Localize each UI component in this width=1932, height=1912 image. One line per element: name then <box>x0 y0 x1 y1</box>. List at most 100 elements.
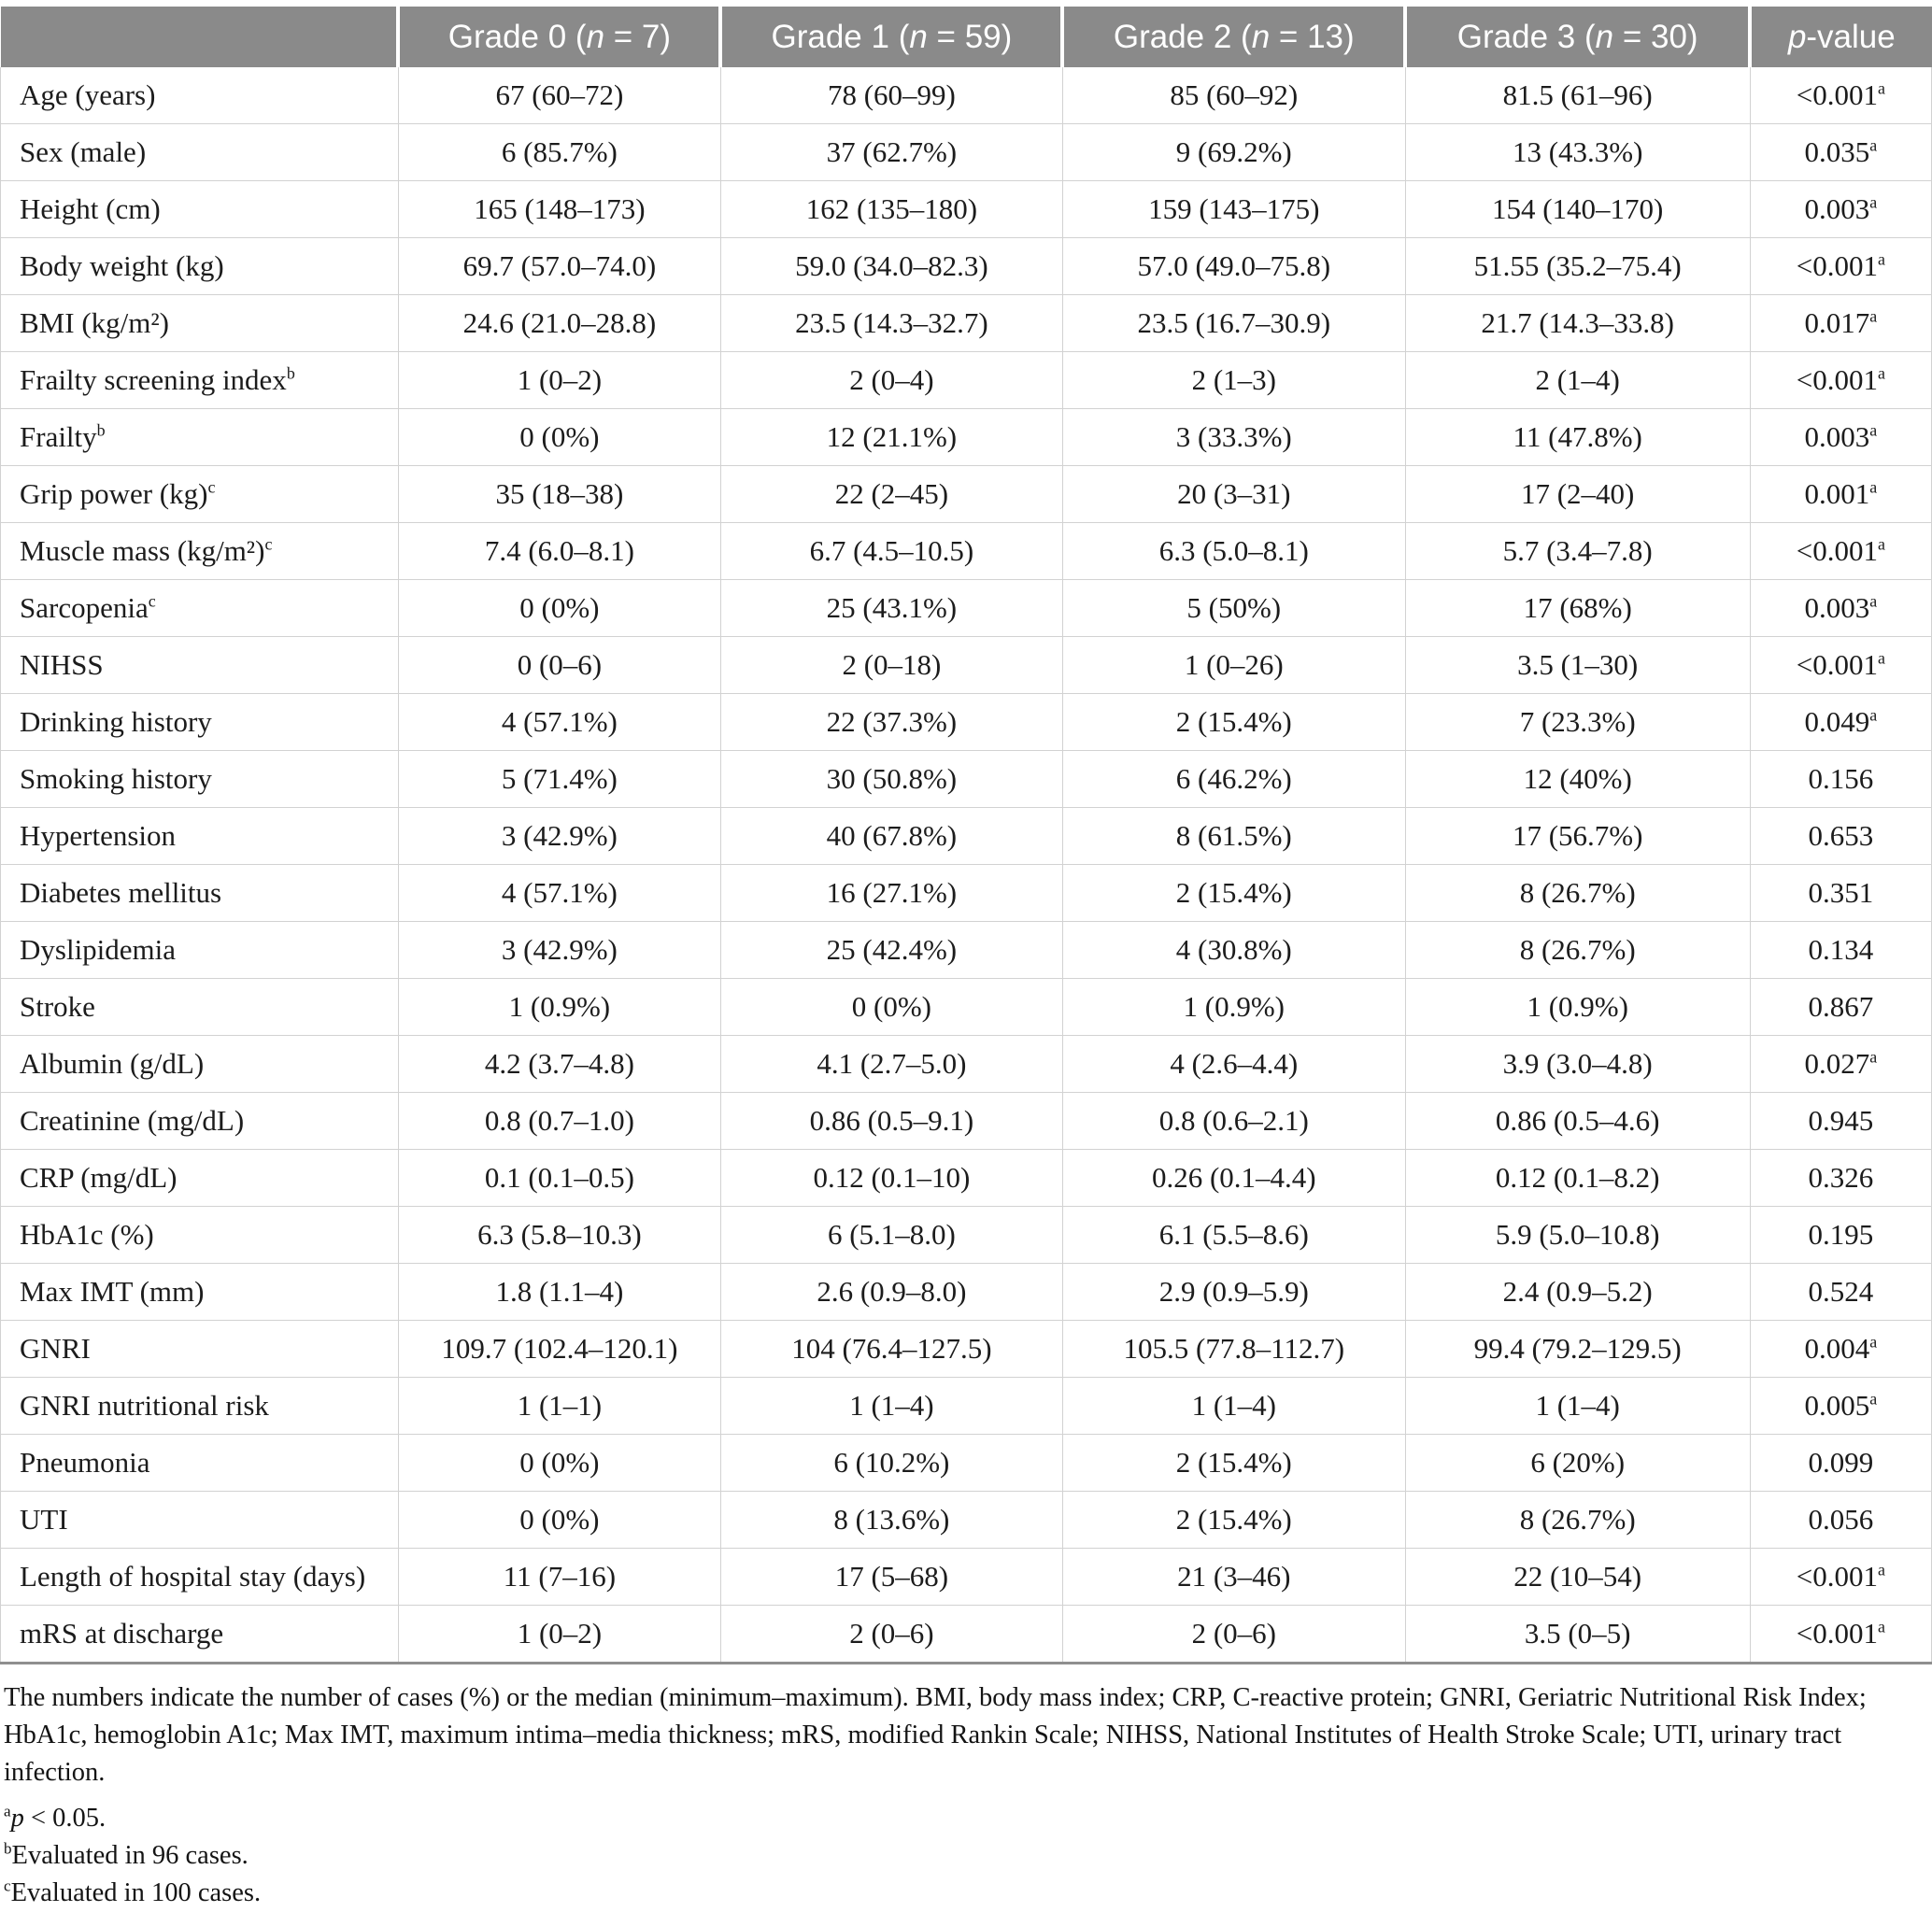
cell-pvalue: 0.351 <box>1749 864 1932 922</box>
cell-grade1: 25 (43.1%) <box>719 579 1063 637</box>
cell-grade2: 6.1 (5.5–8.6) <box>1061 1206 1406 1264</box>
table-footnotes: The numbers indicate the number of cases… <box>0 1679 1932 1912</box>
table-row: Hypertension 3 (42.9%) 40 (67.8%) 8 (61.5%)… <box>0 807 1932 865</box>
table-row: Albumin (g/dL) 4.2 (3.7–4.8) 4.1 (2.7–5.0)… <box>0 1035 1932 1093</box>
header-text: Grade 3 ( <box>1456 18 1596 55</box>
cell-grade2: 2 (1–3) <box>1061 351 1406 409</box>
cell-pvalue: 0.195 <box>1749 1206 1932 1264</box>
row-label: Length of hospital stay (days) <box>0 1548 399 1606</box>
cell-pvalue: <0.001a <box>1749 1605 1932 1664</box>
cell-grade0: 24.6 (21.0–28.8) <box>397 294 721 352</box>
header-text: = 13) <box>1270 18 1355 55</box>
cell-grade1: 8 (13.6%) <box>719 1491 1063 1549</box>
row-label: GNRI nutritional risk <box>0 1377 399 1435</box>
pvalue-significance-marker: a <box>1869 420 1878 440</box>
row-label: Frailtyb <box>0 408 399 466</box>
cell-grade3: 5.7 (3.4–7.8) <box>1404 522 1751 580</box>
pvalue-significance-marker: a <box>1877 363 1885 383</box>
cell-grade2: 105.5 (77.8–112.7) <box>1061 1320 1406 1378</box>
cell-grade1: 78 (60–99) <box>719 67 1063 124</box>
cell-grade0: 4.2 (3.7–4.8) <box>397 1035 721 1093</box>
cell-grade3: 13 (43.3%) <box>1404 123 1751 181</box>
footnote-c-text: Evaluated in 100 cases. <box>10 1878 262 1907</box>
footnote-b-text: Evaluated in 96 cases. <box>11 1841 249 1870</box>
row-label: Smoking history <box>0 750 399 808</box>
cell-grade0: 3 (42.9%) <box>397 807 721 865</box>
cell-grade0: 4 (57.1%) <box>397 693 721 751</box>
pvalue-significance-marker: a <box>1877 78 1885 98</box>
cell-grade3: 8 (26.7%) <box>1404 921 1751 979</box>
cell-grade3: 7 (23.3%) <box>1404 693 1751 751</box>
cell-grade1: 104 (76.4–127.5) <box>719 1320 1063 1378</box>
row-label: Drinking history <box>0 693 399 751</box>
row-label: Diabetes mellitus <box>0 864 399 922</box>
footnote-abbreviations: The numbers indicate the number of cases… <box>4 1679 1928 1792</box>
row-label: Body weight (kg) <box>0 237 399 295</box>
table-row: NIHSS 0 (0–6) 2 (0–18) 1 (0–26) 3.5 (1–30) <0… <box>0 636 1932 694</box>
row-label: Grip power (kg)c <box>0 465 399 523</box>
cell-grade2: 23.5 (16.7–30.9) <box>1061 294 1406 352</box>
cell-grade1: 40 (67.8%) <box>719 807 1063 865</box>
cell-grade2: 3 (33.3%) <box>1061 408 1406 466</box>
cell-grade0: 0.1 (0.1–0.5) <box>397 1149 721 1207</box>
table-row: GNRI nutritional risk 1 (1–1) 1 (1–4) 1 (1–… <box>0 1377 1932 1435</box>
footnote-a-text: < 0.05. <box>23 1804 107 1833</box>
cell-grade3: 0.12 (0.1–8.2) <box>1404 1149 1751 1207</box>
cell-grade2: 1 (0.9%) <box>1061 978 1406 1036</box>
cell-grade2: 1 (0–26) <box>1061 636 1406 694</box>
cell-grade1: 12 (21.1%) <box>719 408 1063 466</box>
cell-grade2: 20 (3–31) <box>1061 465 1406 523</box>
table-row: HbA1c (%) 6.3 (5.8–10.3) 6 (5.1–8.0) 6.1 (5… <box>0 1206 1932 1264</box>
cell-grade0: 1 (0–2) <box>397 351 721 409</box>
cell-grade2: 21 (3–46) <box>1061 1548 1406 1606</box>
footnote-abbreviations-text: The numbers indicate the number of cases… <box>4 1683 1867 1787</box>
cell-pvalue: 0.049a <box>1749 693 1932 751</box>
cell-grade1: 59.0 (34.0–82.3) <box>719 237 1063 295</box>
table-row: CRP (mg/dL) 0.1 (0.1–0.5) 0.12 (0.1–10) 0.2… <box>0 1149 1932 1207</box>
cell-grade2: 4 (2.6–4.4) <box>1061 1035 1406 1093</box>
pvalue-significance-marker: a <box>1869 135 1878 155</box>
table-row: Body weight (kg) 69.7 (57.0–74.0) 59.0 (34… <box>0 237 1932 295</box>
table-row: UTI 0 (0%) 8 (13.6%) 2 (15.4%) 8 (26.7%) 0.05… <box>0 1491 1932 1549</box>
table-row: Smoking history 5 (71.4%) 30 (50.8%) 6 (46.… <box>0 750 1932 808</box>
header-text: Grade 1 ( <box>771 18 910 55</box>
header-cell-empty <box>0 7 401 67</box>
row-label: GNRI <box>0 1320 399 1378</box>
table-row: Grip power (kg)c 35 (18–38) 22 (2–45) 20 (3… <box>0 465 1932 523</box>
cell-grade0: 7.4 (6.0–8.1) <box>397 522 721 580</box>
cell-grade0: 0 (0%) <box>397 1491 721 1549</box>
cell-grade2: 2 (15.4%) <box>1061 864 1406 922</box>
row-label: NIHSS <box>0 636 399 694</box>
cell-pvalue: 0.004a <box>1749 1320 1932 1378</box>
cell-grade2: 0.8 (0.6–2.1) <box>1061 1092 1406 1150</box>
table-body: Age (years) 67 (60–72) 78 (60–99) 85 (60–92… <box>0 67 1932 1664</box>
footnote-italic-p: p <box>10 1804 24 1833</box>
cell-grade3: 154 (140–170) <box>1404 180 1751 238</box>
row-label-footnote-marker: c <box>264 534 273 554</box>
cell-grade3: 0.86 (0.5–4.6) <box>1404 1092 1751 1150</box>
header-cell-grade1: Grade 1 (n = 59) <box>720 7 1065 67</box>
footnote-marker-a: a <box>4 1802 11 1820</box>
cell-grade3: 5.9 (5.0–10.8) <box>1404 1206 1751 1264</box>
header-cell-pvalue: p-value <box>1750 7 1932 67</box>
cell-pvalue: 0.156 <box>1749 750 1932 808</box>
row-label: UTI <box>0 1491 399 1549</box>
cell-grade0: 0 (0%) <box>397 408 721 466</box>
cell-grade3: 2 (1–4) <box>1404 351 1751 409</box>
cell-grade0: 4 (57.1%) <box>397 864 721 922</box>
cell-grade1: 162 (135–180) <box>719 180 1063 238</box>
pvalue-significance-marker: a <box>1877 1617 1885 1636</box>
header-text: = 59) <box>927 18 1013 55</box>
cell-grade2: 8 (61.5%) <box>1061 807 1406 865</box>
cell-pvalue: 0.099 <box>1749 1434 1932 1492</box>
row-label: Dyslipidemia <box>0 921 399 979</box>
header-italic-n: n <box>586 18 605 55</box>
table-row: Pneumonia 0 (0%) 6 (10.2%) 2 (15.4%) 6 (20%)… <box>0 1434 1932 1492</box>
cell-pvalue: 0.134 <box>1749 921 1932 979</box>
cell-pvalue: 0.867 <box>1749 978 1932 1036</box>
cell-grade2: 5 (50%) <box>1061 579 1406 637</box>
pvalue-significance-marker: a <box>1877 1560 1885 1579</box>
header-text: -value <box>1806 18 1896 55</box>
table-row: Age (years) 67 (60–72) 78 (60–99) 85 (60–92… <box>0 67 1932 124</box>
cell-grade2: 85 (60–92) <box>1061 67 1406 124</box>
